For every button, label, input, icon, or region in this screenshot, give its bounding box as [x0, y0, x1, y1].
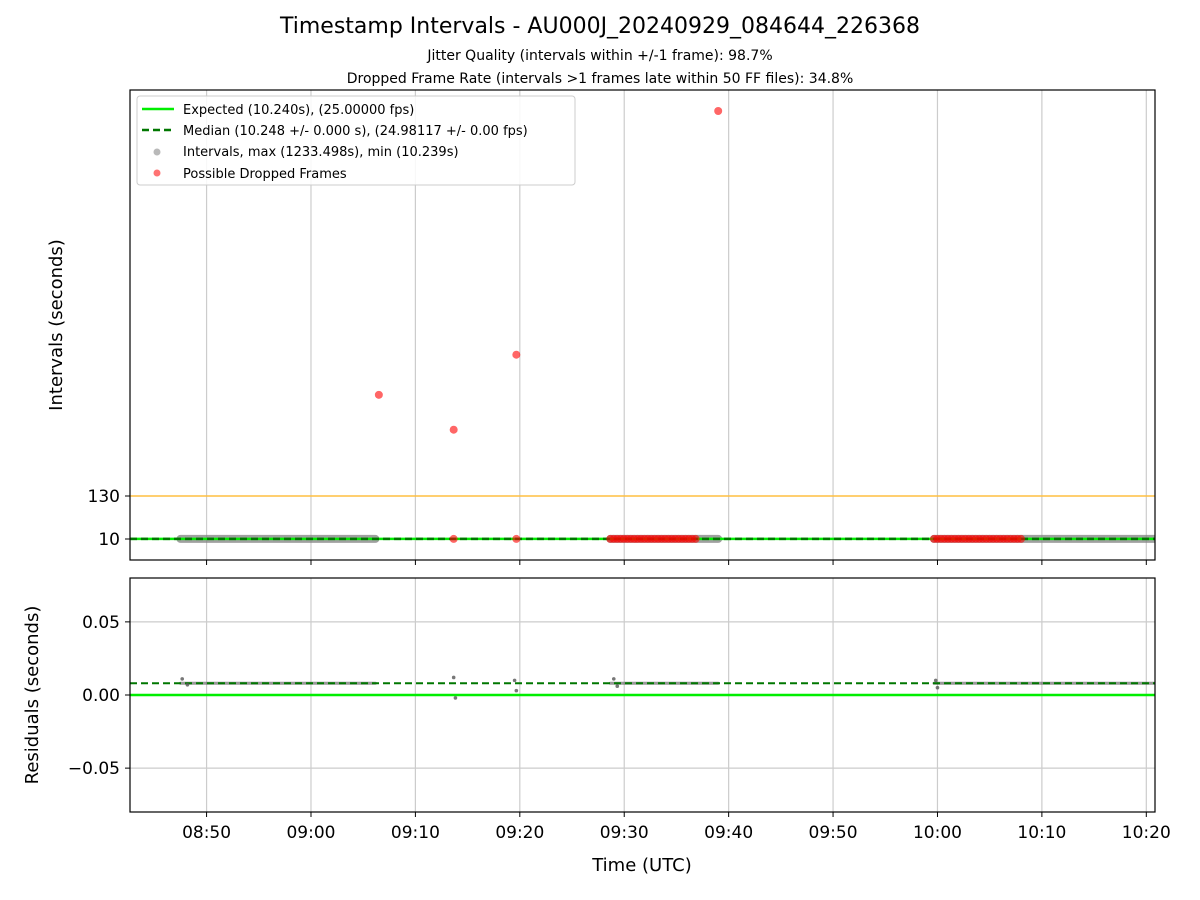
- residual-point: [611, 677, 616, 681]
- x-tick-label: 09:20: [495, 823, 544, 843]
- x-tick-label: 08:50: [182, 823, 231, 843]
- top-y-tick-label: 10: [98, 530, 120, 550]
- x-tick-label: 10:20: [1122, 823, 1171, 843]
- residual-point: [935, 685, 940, 690]
- x-tick-label: 09:00: [286, 823, 335, 843]
- legend-dropped-swatch: [153, 169, 161, 177]
- top-plot-frame: [129, 89, 1156, 561]
- legend-dropped-label: Possible Dropped Frames: [183, 167, 347, 182]
- dropped-frame-point: [1017, 534, 1026, 543]
- residual-y-axis-label: Residuals (seconds): [22, 606, 43, 785]
- residual-y-tick-label: 0.05: [82, 613, 120, 633]
- dropped-frame-point: [512, 350, 521, 359]
- residual-point: [180, 677, 185, 681]
- legend-intervals-swatch: [153, 148, 161, 156]
- legend: Expected (10.240s), (25.00000 fps) Media…: [136, 95, 576, 186]
- top-plot-data: [130, 107, 1155, 543]
- top-y-axis-label: Intervals (seconds): [46, 239, 67, 411]
- dropped-frame-subtitle: Dropped Frame Rate (intervals >1 frames …: [346, 71, 854, 87]
- x-tick-label: 10:00: [913, 823, 962, 843]
- x-tick-label: 09:10: [391, 823, 440, 843]
- axis-ticks: 08:50 09:00 09:10 09:20 09:30 09:40 09:50 10:00…: [68, 487, 1171, 843]
- dropped-frame-point: [512, 534, 521, 543]
- residual-y-tick-label: 0.00: [82, 686, 120, 706]
- x-axis-label: Time (UTC): [591, 855, 692, 876]
- dropped-frame-point: [374, 390, 383, 399]
- dropped-frame-point: [714, 107, 723, 115]
- legend-box: [136, 95, 576, 186]
- legend-intervals-label: Intervals, max (1233.498s), min (10.239s…: [183, 145, 459, 160]
- legend-expected-label: Expected (10.240s), (25.00000 fps): [183, 103, 414, 118]
- residual-plot-data: [130, 675, 1155, 700]
- x-tick-label: 09:30: [600, 823, 649, 843]
- x-tick-label: 09:40: [704, 823, 753, 843]
- residual-y-tick-label: −0.05: [68, 759, 120, 779]
- top-y-tick-label: 130: [88, 487, 120, 507]
- legend-median-label: Median (10.248 +/- 0.000 s), (24.98117 +…: [183, 124, 528, 139]
- x-tick-label: 09:50: [809, 823, 858, 843]
- residual-point: [512, 678, 517, 683]
- x-tick-label: 10:10: [1017, 823, 1066, 843]
- residual-point: [514, 688, 519, 693]
- residual-point: [933, 678, 938, 683]
- chart-title: Timestamp Intervals - AU000J_20240929_08…: [279, 14, 920, 39]
- residual-point: [185, 682, 190, 687]
- jitter-quality-subtitle: Jitter Quality (intervals within +/-1 fr…: [427, 48, 773, 64]
- dropped-frame-point: [449, 425, 458, 434]
- residual-point: [451, 675, 456, 680]
- dropped-frame-point: [449, 534, 458, 543]
- residual-point: [453, 696, 458, 700]
- dropped-frame-point: [691, 534, 700, 543]
- residual-point: [615, 684, 620, 689]
